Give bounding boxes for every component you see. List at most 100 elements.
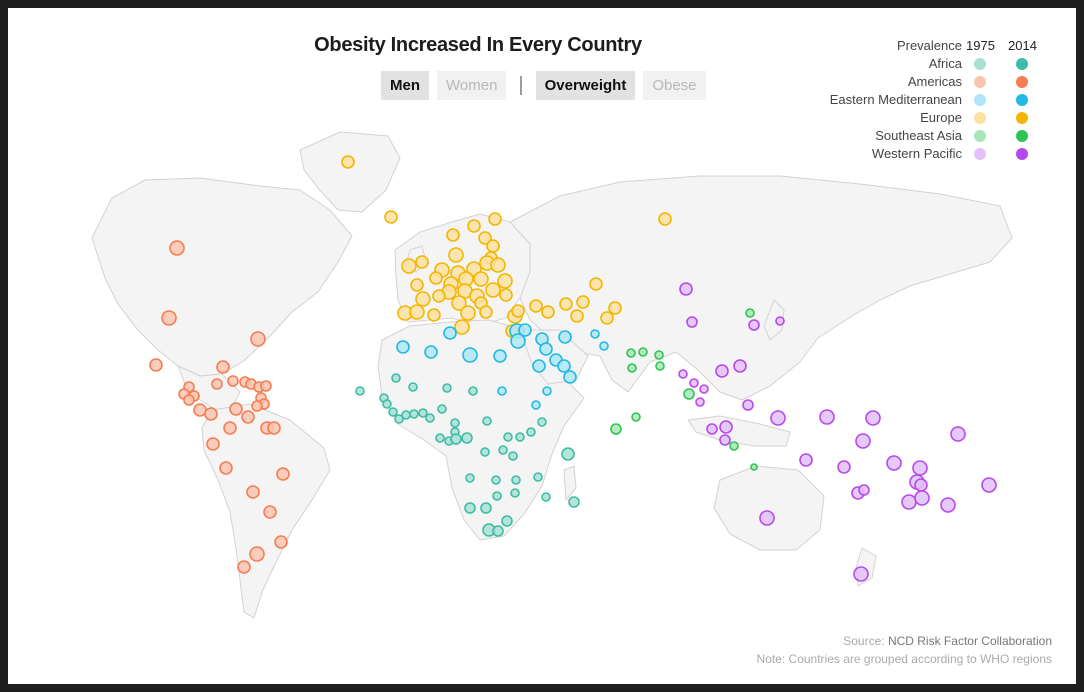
country-bubble[interactable]: [750, 463, 758, 471]
country-bubble[interactable]: [901, 494, 917, 510]
country-bubble[interactable]: [683, 388, 695, 400]
country-bubble[interactable]: [396, 340, 410, 354]
country-bubble[interactable]: [558, 330, 572, 344]
country-bubble[interactable]: [570, 309, 584, 323]
country-bubble[interactable]: [853, 566, 869, 582]
country-bubble[interactable]: [492, 525, 504, 537]
country-bubble[interactable]: [274, 535, 288, 549]
country-bubble[interactable]: [561, 447, 575, 461]
country-bubble[interactable]: [511, 475, 521, 485]
country-bubble[interactable]: [442, 383, 452, 393]
country-bubble[interactable]: [493, 349, 507, 363]
country-bubble[interactable]: [715, 364, 729, 378]
country-bubble[interactable]: [486, 239, 500, 253]
country-bubble[interactable]: [626, 348, 636, 358]
country-bubble[interactable]: [415, 291, 431, 307]
country-bubble[interactable]: [435, 433, 445, 443]
country-bubble[interactable]: [482, 416, 492, 426]
country-bubble[interactable]: [729, 441, 739, 451]
country-bubble[interactable]: [418, 408, 428, 418]
country-bubble[interactable]: [886, 455, 902, 471]
country-bubble[interactable]: [161, 310, 177, 326]
country-bubble[interactable]: [510, 333, 526, 349]
country-bubble[interactable]: [655, 361, 665, 371]
country-bubble[interactable]: [401, 410, 411, 420]
country-bubble[interactable]: [461, 432, 473, 444]
country-bubble[interactable]: [424, 345, 438, 359]
country-bubble[interactable]: [490, 257, 506, 273]
country-bubble[interactable]: [539, 342, 553, 356]
country-bubble[interactable]: [608, 301, 622, 315]
country-bubble[interactable]: [237, 560, 251, 574]
country-bubble[interactable]: [590, 329, 600, 339]
country-bubble[interactable]: [719, 420, 733, 434]
country-bubble[interactable]: [627, 363, 637, 373]
country-bubble[interactable]: [448, 247, 464, 263]
country-bubble[interactable]: [559, 297, 573, 311]
country-bubble[interactable]: [211, 378, 223, 390]
country-bubble[interactable]: [503, 432, 513, 442]
country-bubble[interactable]: [429, 271, 443, 285]
country-bubble[interactable]: [914, 478, 928, 492]
country-bubble[interactable]: [267, 421, 281, 435]
country-bubble[interactable]: [912, 460, 928, 476]
country-bubble[interactable]: [678, 369, 688, 379]
country-bubble[interactable]: [855, 433, 871, 449]
country-bubble[interactable]: [589, 277, 603, 291]
country-bubble[interactable]: [355, 386, 365, 396]
country-bubble[interactable]: [394, 414, 404, 424]
country-bubble[interactable]: [658, 212, 672, 226]
country-bubble[interactable]: [526, 427, 536, 437]
country-bubble[interactable]: [473, 271, 489, 287]
country-bubble[interactable]: [837, 460, 851, 474]
country-bubble[interactable]: [759, 510, 775, 526]
country-bubble[interactable]: [497, 386, 507, 396]
country-bubble[interactable]: [464, 502, 476, 514]
country-bubble[interactable]: [819, 409, 835, 425]
country-bubble[interactable]: [451, 295, 467, 311]
country-bubble[interactable]: [563, 370, 577, 384]
country-bubble[interactable]: [914, 490, 930, 506]
country-bubble[interactable]: [409, 409, 419, 419]
country-bubble[interactable]: [515, 432, 525, 442]
country-bubble[interactable]: [542, 386, 552, 396]
country-bubble[interactable]: [497, 273, 513, 289]
country-bubble[interactable]: [576, 295, 590, 309]
country-bubble[interactable]: [249, 546, 265, 562]
country-bubble[interactable]: [981, 477, 997, 493]
country-bubble[interactable]: [149, 358, 163, 372]
country-bubble[interactable]: [384, 210, 398, 224]
country-bubble[interactable]: [865, 410, 881, 426]
country-bubble[interactable]: [742, 399, 754, 411]
country-bubble[interactable]: [223, 421, 237, 435]
country-bubble[interactable]: [341, 155, 355, 169]
country-bubble[interactable]: [485, 282, 501, 298]
country-bubble[interactable]: [450, 433, 462, 445]
toggle-overweight[interactable]: Overweight: [535, 71, 636, 100]
country-bubble[interactable]: [532, 359, 546, 373]
country-bubble[interactable]: [748, 319, 760, 331]
country-bubble[interactable]: [508, 451, 518, 461]
country-bubble[interactable]: [706, 423, 718, 435]
country-bubble[interactable]: [531, 400, 541, 410]
country-bubble[interactable]: [599, 341, 609, 351]
country-bubble[interactable]: [499, 288, 513, 302]
country-bubble[interactable]: [699, 384, 709, 394]
country-bubble[interactable]: [408, 382, 418, 392]
country-bubble[interactable]: [193, 403, 207, 417]
country-bubble[interactable]: [410, 278, 424, 292]
country-bubble[interactable]: [541, 305, 555, 319]
country-bubble[interactable]: [638, 347, 648, 357]
country-bubble[interactable]: [183, 394, 195, 406]
country-bubble[interactable]: [719, 434, 731, 446]
country-bubble[interactable]: [480, 447, 490, 457]
country-bubble[interactable]: [216, 360, 230, 374]
country-bubble[interactable]: [480, 502, 492, 514]
country-bubble[interactable]: [401, 258, 417, 274]
country-bubble[interactable]: [686, 316, 698, 328]
country-bubble[interactable]: [388, 407, 398, 417]
country-bubble[interactable]: [415, 255, 429, 269]
country-bubble[interactable]: [206, 437, 220, 451]
country-bubble[interactable]: [227, 375, 239, 387]
country-bubble[interactable]: [263, 505, 277, 519]
